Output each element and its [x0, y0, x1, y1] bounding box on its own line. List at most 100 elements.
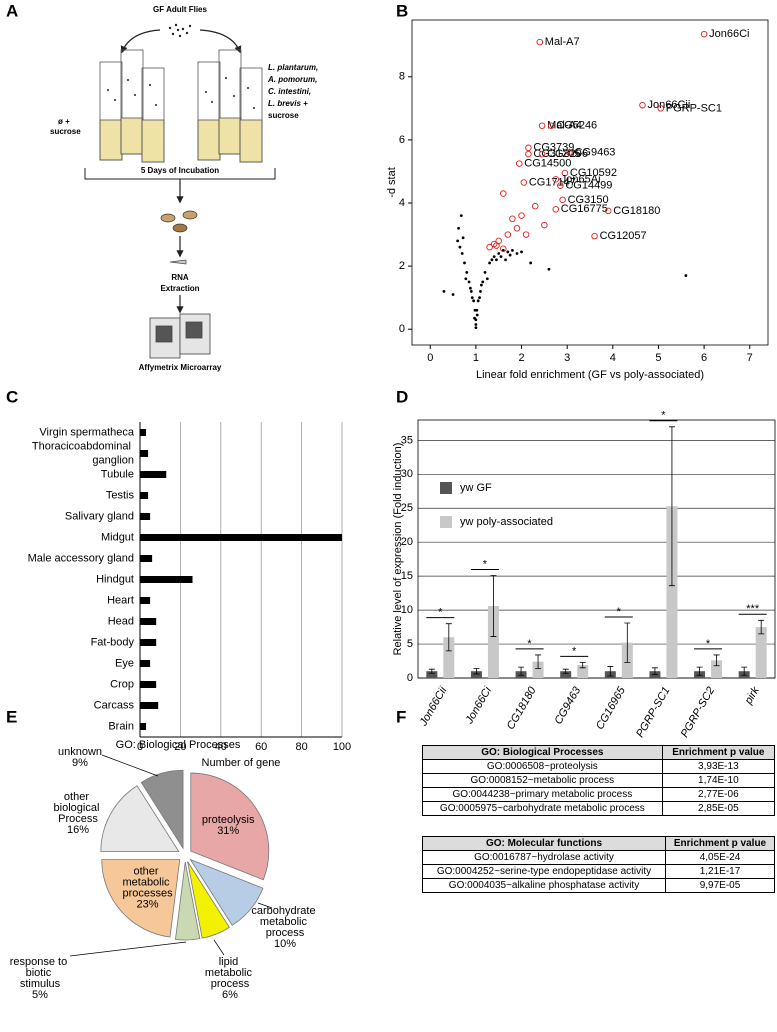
point [481, 280, 485, 284]
bar [443, 637, 455, 678]
diagram-label: Affymetrix Microarray [139, 363, 222, 372]
slice-value: 23% [137, 898, 159, 910]
point [464, 277, 468, 281]
bar [470, 671, 482, 678]
slice-value: 10% [274, 938, 296, 950]
table-cell: 1,21E-17 [665, 864, 775, 879]
point [515, 252, 519, 255]
bar [577, 665, 589, 678]
y-tick-label: 30 [401, 468, 413, 480]
table-cell: 3,93E-13 [661, 759, 776, 774]
highlight-point [525, 144, 532, 152]
highlight-point [547, 122, 555, 129]
bar [711, 660, 723, 678]
table-row: GO:0044238~primary metabolic process 2,77… [422, 787, 776, 802]
y-tick-label: 15 [401, 570, 413, 582]
column-header: Enrichment p value [661, 745, 776, 760]
point-label: CG18180 [613, 205, 660, 217]
point [478, 296, 481, 300]
slice-label-line: metabolic [205, 967, 255, 979]
column-header: Enrichment p value [665, 836, 775, 851]
slice-label-line: biotic [26, 967, 55, 979]
fly-cluster [168, 23, 192, 38]
significance-mark: * [527, 638, 532, 650]
slice-label: proteolysis [202, 814, 255, 826]
category-label: Crop [110, 678, 134, 690]
point [499, 255, 503, 259]
x-tick-label: CG16965 [594, 684, 628, 732]
slice-label: carbohydrate metabolic process [251, 905, 318, 939]
tubes-right [197, 49, 263, 163]
table-cell: 1,74E-10 [661, 773, 776, 788]
legend-label: yw poly-associated [460, 516, 553, 528]
category-label: Heart [107, 594, 134, 606]
category-label: Male accessory gland [28, 552, 134, 564]
highlight-point [504, 231, 512, 238]
legend-swatch [440, 516, 452, 528]
bar [140, 702, 159, 709]
y-axis-title: -d stat [386, 167, 398, 198]
table-cell: 4,05E-24 [665, 850, 775, 865]
header-row: GO: Biological Processes Enrichment p val… [422, 745, 776, 760]
slice-value: 16% [67, 824, 89, 836]
point [490, 258, 494, 262]
x-tick-label: Jon66Ci [463, 684, 494, 726]
highlight-point [559, 196, 566, 204]
error-bar [758, 619, 765, 635]
chart-title: GO: Biological Processes [116, 739, 241, 751]
slice-value: 31% [217, 825, 239, 837]
plot-frame [417, 419, 776, 679]
pie-slice [100, 785, 180, 853]
point [475, 308, 479, 312]
leader-line [69, 941, 187, 957]
leader-line [213, 939, 225, 956]
slice-label: response to biotic stimulus [10, 956, 71, 990]
significance-mark: * [661, 410, 666, 422]
table-cell: 2,77E-06 [661, 787, 776, 802]
category-label: Carcass [94, 699, 135, 711]
point [458, 245, 462, 249]
highlight-point [561, 169, 569, 177]
plot-frame [411, 19, 769, 346]
bar [140, 513, 151, 520]
highlight-point [500, 190, 507, 197]
error-bar [562, 668, 569, 674]
point [495, 258, 498, 262]
point [465, 271, 469, 274]
diagram-label: 5 Days of Incubation [141, 166, 219, 175]
point [492, 255, 496, 259]
point [472, 299, 476, 303]
significance-mark: *** [746, 603, 760, 615]
category-label: Virgin spermatheca [39, 426, 134, 438]
category-label-line: Salivary gland [65, 510, 134, 522]
column-header: GO: Molecular functions [421, 836, 667, 851]
bar [140, 660, 151, 667]
point [469, 289, 473, 293]
diagram-label: ø + [58, 117, 70, 126]
microarray-icon [149, 313, 211, 359]
point [501, 248, 505, 252]
highlight-point [518, 212, 525, 219]
category-label-line: Crop [110, 678, 134, 690]
slice-label-line: processes [122, 887, 173, 899]
point [456, 239, 460, 243]
point [473, 316, 476, 320]
y-tick-label: 2 [399, 260, 405, 272]
slice-label: other biological Process [54, 791, 103, 825]
bar [560, 671, 572, 678]
point [506, 250, 510, 254]
significance-mark: * [572, 645, 577, 657]
slice-label-line: process [211, 978, 250, 990]
category-label-line: Virgin spermatheca [39, 426, 134, 438]
bar [487, 606, 499, 678]
y-tick-label: 20 [401, 536, 413, 548]
category-label-line: Carcass [94, 699, 135, 711]
error-bar [473, 668, 480, 675]
point-label: CG12057 [600, 230, 647, 242]
diagram-label: Extraction [160, 284, 199, 293]
point [520, 250, 523, 254]
slice-label-line: stimulus [20, 978, 61, 990]
pie-slice [190, 772, 270, 881]
point [460, 252, 464, 255]
